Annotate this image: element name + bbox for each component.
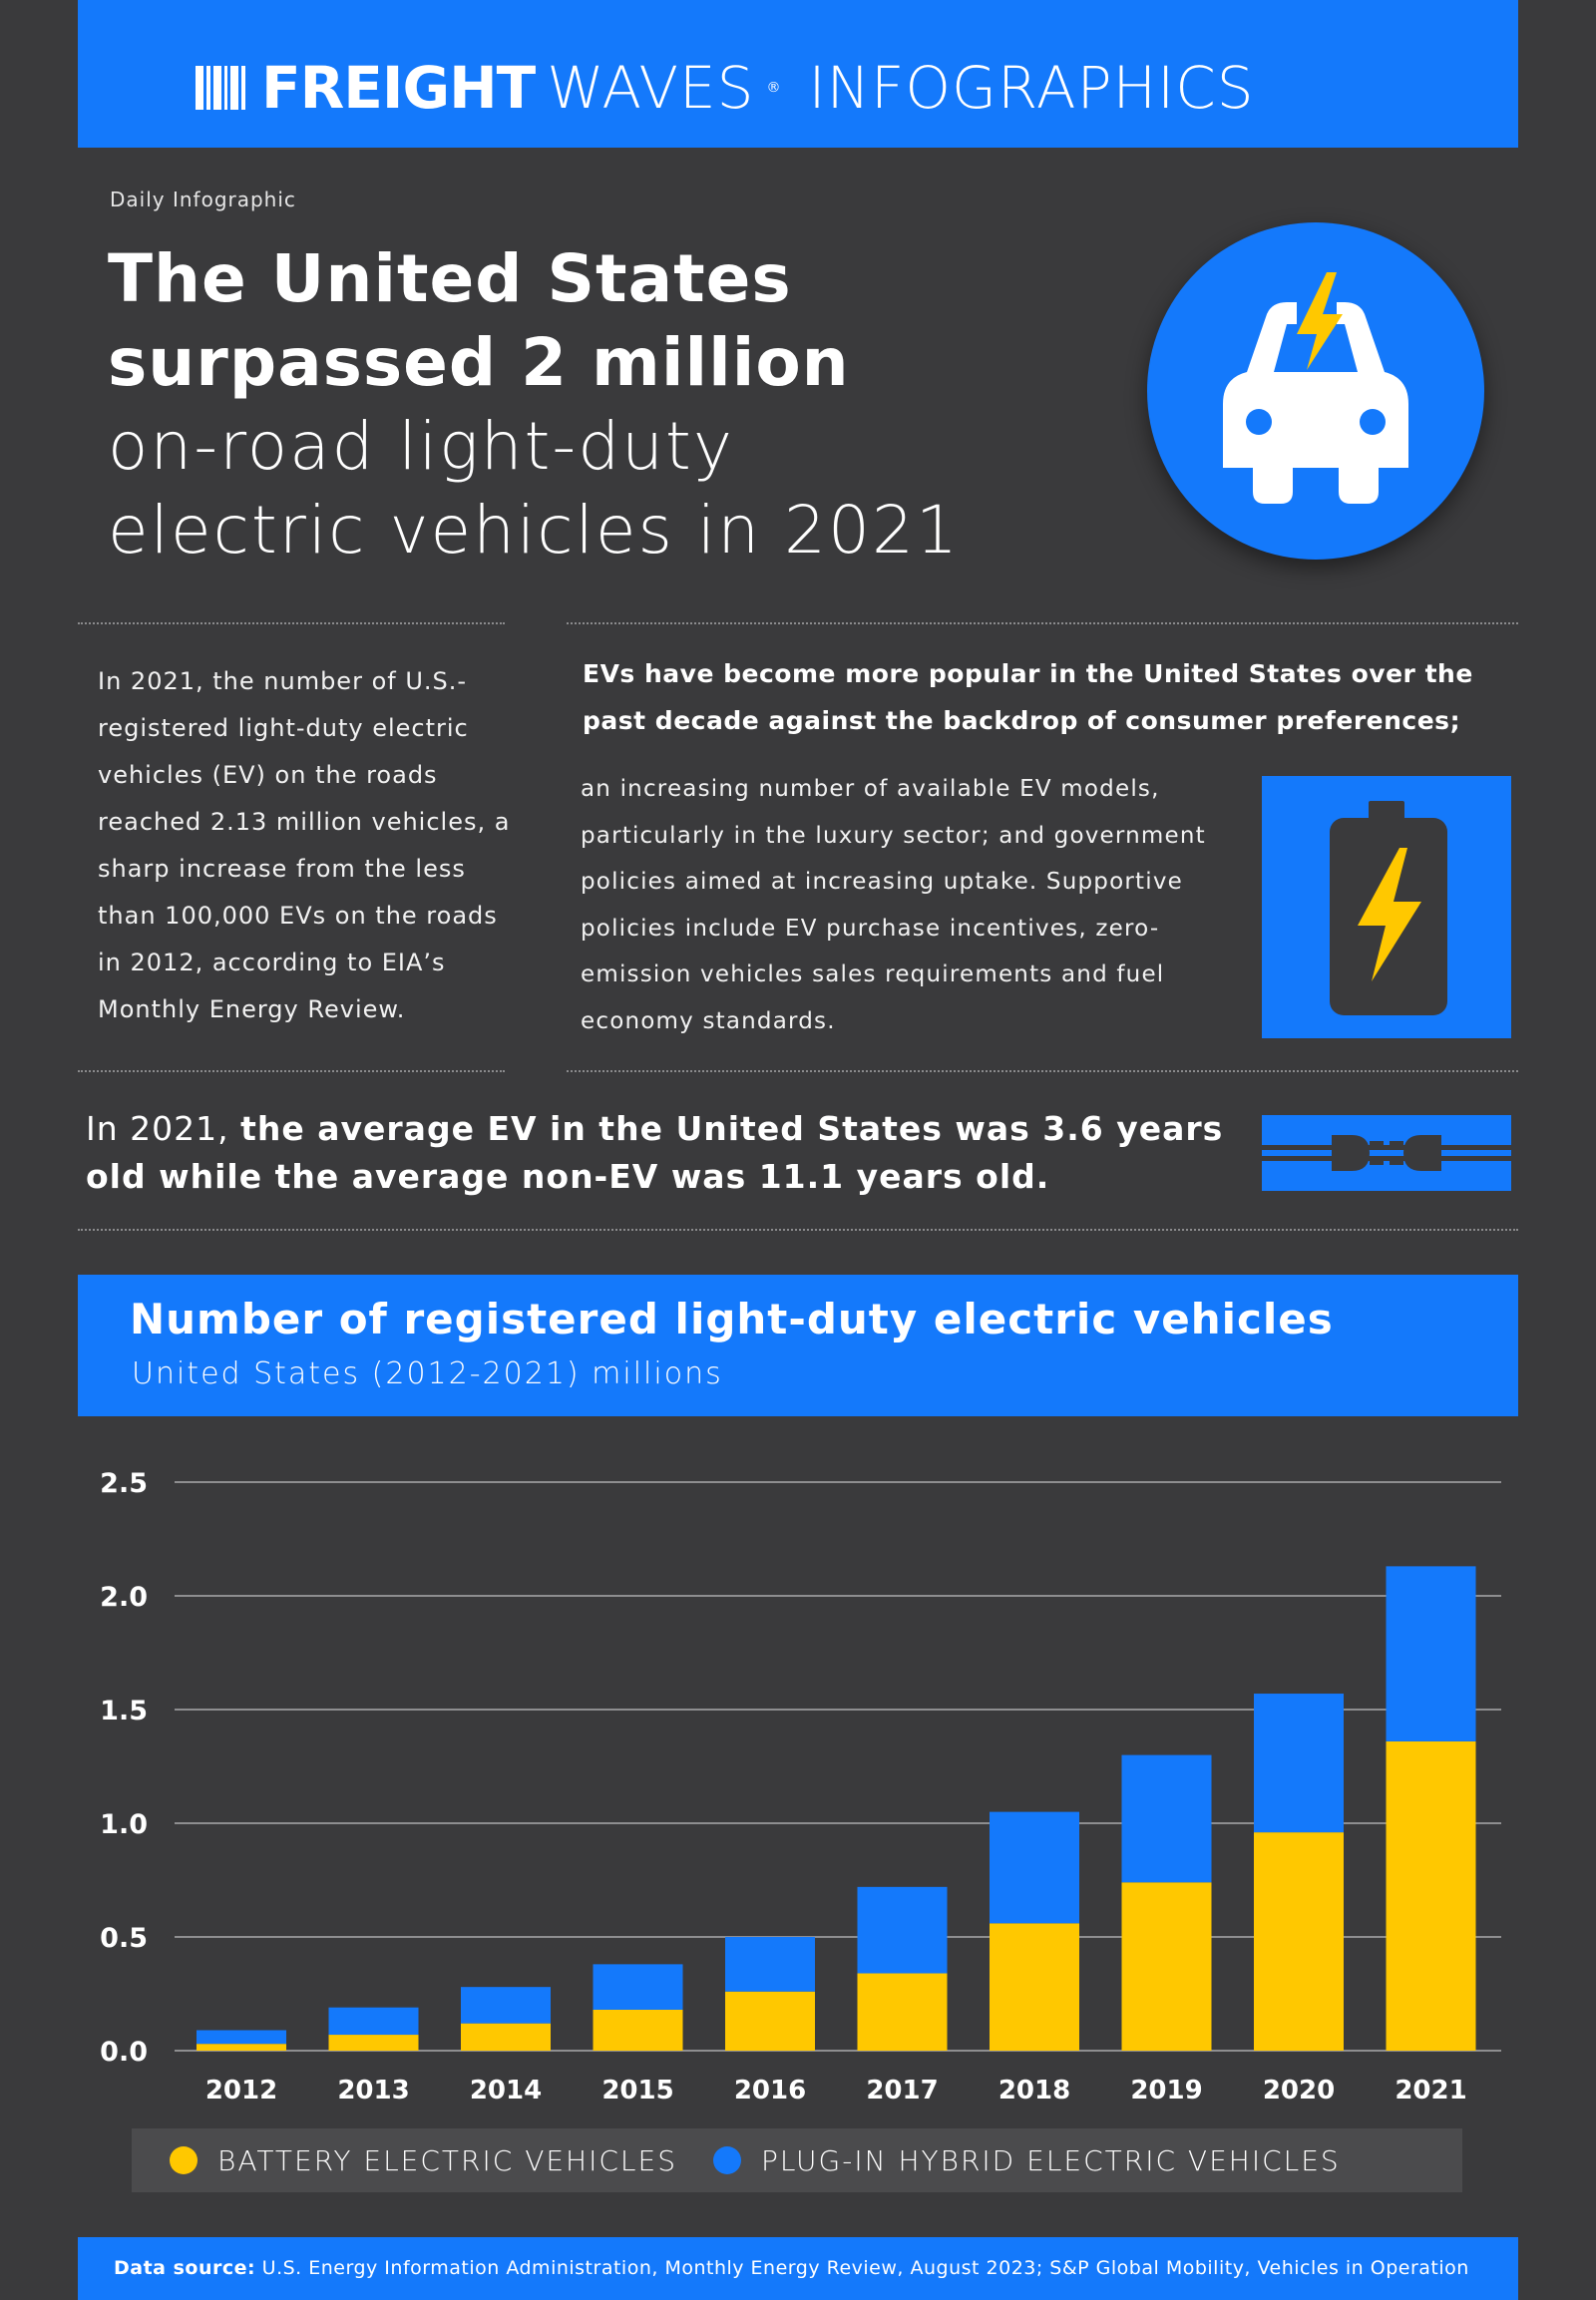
title-line-2: surpassed 2 million [108,324,850,401]
x-tick-label: 2017 [866,2076,938,2106]
title-line-4: electric vehicles in 2021 [108,492,960,569]
bar-bev [1254,1832,1344,2051]
chart-title: Number of registered light-duty electric… [130,1295,1334,1343]
divider [78,1229,1518,1231]
legend-label-bev: BATTERY ELECTRIC VEHICLES [217,2143,677,2177]
data-source-footer: Data source: U.S. Energy Information Adm… [78,2237,1518,2300]
bar-bev [197,2044,286,2051]
bar-phev [725,1937,815,1992]
x-tick-label: 2014 [470,2076,542,2106]
bar-phev [1254,1694,1344,1833]
bar-bev [328,2035,419,2051]
age-stat-prefix: In 2021, [86,1109,241,1148]
divider [78,1070,505,1072]
bar-phev [461,1987,551,2024]
bar-phev [1386,1566,1476,1741]
source-label: Data source: [114,2257,256,2279]
intro-paragraph: In 2021, the number of U.S.-registered l… [98,667,511,1023]
legend-item-phev: PLUG-IN HYBRID ELECTRIC VEHICLES [712,2143,1341,2177]
y-tick-label: 0.5 [100,1923,148,1954]
x-tick-label: 2016 [734,2076,806,2106]
popularity-paragraph: an increasing number of available EV mod… [581,776,1206,1034]
popularity-heading: EVs have become more popular in the Unit… [583,659,1473,735]
brand-logo: FREIGHT WAVES ® INFOGRAPHICS [196,58,1255,118]
y-tick-label: 1.5 [100,1696,148,1726]
x-tick-label: 2018 [998,2076,1070,2106]
bar-bev [990,1923,1079,2051]
y-tick-label: 2.5 [100,1468,148,1499]
age-stat: In 2021, the average EV in the United St… [86,1105,1263,1201]
title-line-1: The United States [108,240,792,317]
bar-bev [593,2009,683,2051]
legend-swatch-bev [170,2146,198,2174]
source-text: U.S. Energy Information Administration, … [255,2257,1469,2279]
legend-swatch-phev [712,2146,741,2174]
bar-bev [857,1973,948,2051]
legend-label-phev: PLUG-IN HYBRID ELECTRIC VEHICLES [760,2143,1341,2177]
x-tick-label: 2020 [1263,2076,1335,2106]
barcode-logo-icon [196,66,249,110]
x-tick-label: 2013 [337,2076,409,2106]
age-stat-bold: the average EV in the United States was … [86,1109,1224,1196]
y-tick-label: 0.0 [100,2037,148,2068]
plug-icon [1262,1115,1511,1191]
bar-bev [1121,1882,1212,2051]
stacked-bar-chart: 0.0 0.5 1.0 1.5 2.0 2.5 2012 2013 2014 2015 2016 20… [100,1468,1501,2106]
eyebrow-label: Daily Infographic [110,188,296,211]
y-tick-label: 2.0 [100,1582,148,1613]
bar-phev [1121,1754,1212,1883]
legend-item-bev: BATTERY ELECTRIC VEHICLES [170,2144,677,2177]
bar-phev [328,2007,419,2036]
title-line-3: on-road light-duty [108,408,734,485]
x-tick-label: 2015 [601,2076,673,2106]
brand-name-bold: FREIGHT [261,54,536,122]
x-tick-label: 2021 [1395,2076,1466,2106]
brand-name-light: WAVES [547,54,755,122]
registered-mark: ® [766,80,781,96]
bar-phev [593,1964,683,2010]
page-title: The United States surpassed 2 million on… [108,237,1105,573]
x-tick-label: 2019 [1130,2076,1202,2106]
divider [567,622,1518,624]
brand-suffix: INFOGRAPHICS [808,54,1255,122]
electric-car-icon [1147,222,1484,560]
header-banner: FREIGHT WAVES ® INFOGRAPHICS [78,0,1518,148]
battery-charging-icon [1262,776,1511,1038]
bar-bev [1386,1740,1476,2051]
chart-header: Number of registered light-duty electric… [78,1275,1518,1416]
bar-phev [197,2030,286,2045]
chart-subtitle: United States (2012-2021) millions [132,1356,723,1391]
x-tick-label: 2012 [205,2076,277,2106]
bar-bev [725,1991,815,2051]
bar-phev [990,1811,1079,1924]
y-tick-label: 1.0 [100,1809,148,1840]
chart-legend: BATTERY ELECTRIC VEHICLES PLUG-IN HYBRID… [132,2128,1462,2192]
divider [567,1070,1518,1072]
divider [78,622,505,624]
bar-bev [461,2023,551,2051]
bar-phev [857,1886,948,1974]
